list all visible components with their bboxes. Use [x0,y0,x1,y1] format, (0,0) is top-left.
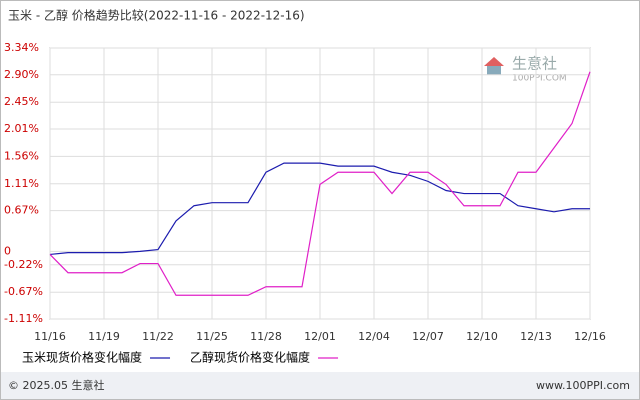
y-tick-label: -0.67% [4,285,43,298]
legend-label: 玉米现货价格变化幅度 [22,350,142,365]
watermark-url: 100PPI.COM [512,74,567,84]
x-tick-label: 12/10 [466,330,498,343]
y-tick-label: 2.45% [4,95,39,108]
y-tick-label: 2.01% [4,122,39,135]
watermark-icon [484,57,504,66]
series-line [49,71,591,296]
y-tick-label: 1.11% [4,177,39,190]
chart-title: 玉米 - 乙醇 价格趋势比较(2022-11-16 - 2022-12-16) [8,8,305,23]
x-tick-label: 12/01 [304,330,336,343]
x-tick-label: 12/16 [574,330,606,343]
x-tick-label: 11/16 [34,330,66,343]
footer-copyright: © 2025.05 生意社 [8,378,104,392]
y-tick-label: 3.34% [4,41,39,54]
y-tick-label: 0 [4,244,11,257]
y-tick-label: -1.11% [4,312,43,325]
x-tick-label: 11/28 [250,330,282,343]
x-tick-label: 11/22 [142,330,174,343]
x-tick-label: 12/04 [358,330,390,343]
x-tick-label: 11/19 [88,330,120,343]
x-tick-label: 12/13 [520,330,552,343]
y-tick-label: 0.67% [4,204,39,217]
x-tick-label: 11/25 [196,330,228,343]
y-tick-label: 1.56% [4,149,39,162]
x-tick-label: 12/07 [412,330,444,343]
watermark-icon [487,66,501,75]
series-line [49,162,590,256]
watermark: 生意社 100PPI.COM [484,55,567,84]
y-tick-label: -0.22% [4,258,43,271]
footer-band [1,372,639,399]
legend-label: 乙醇现货价格变化幅度 [190,350,310,365]
y-tick-label: 2.90% [4,68,39,81]
footer-site: www.100PPI.com [536,379,630,392]
watermark-name: 生意社 [512,55,557,73]
